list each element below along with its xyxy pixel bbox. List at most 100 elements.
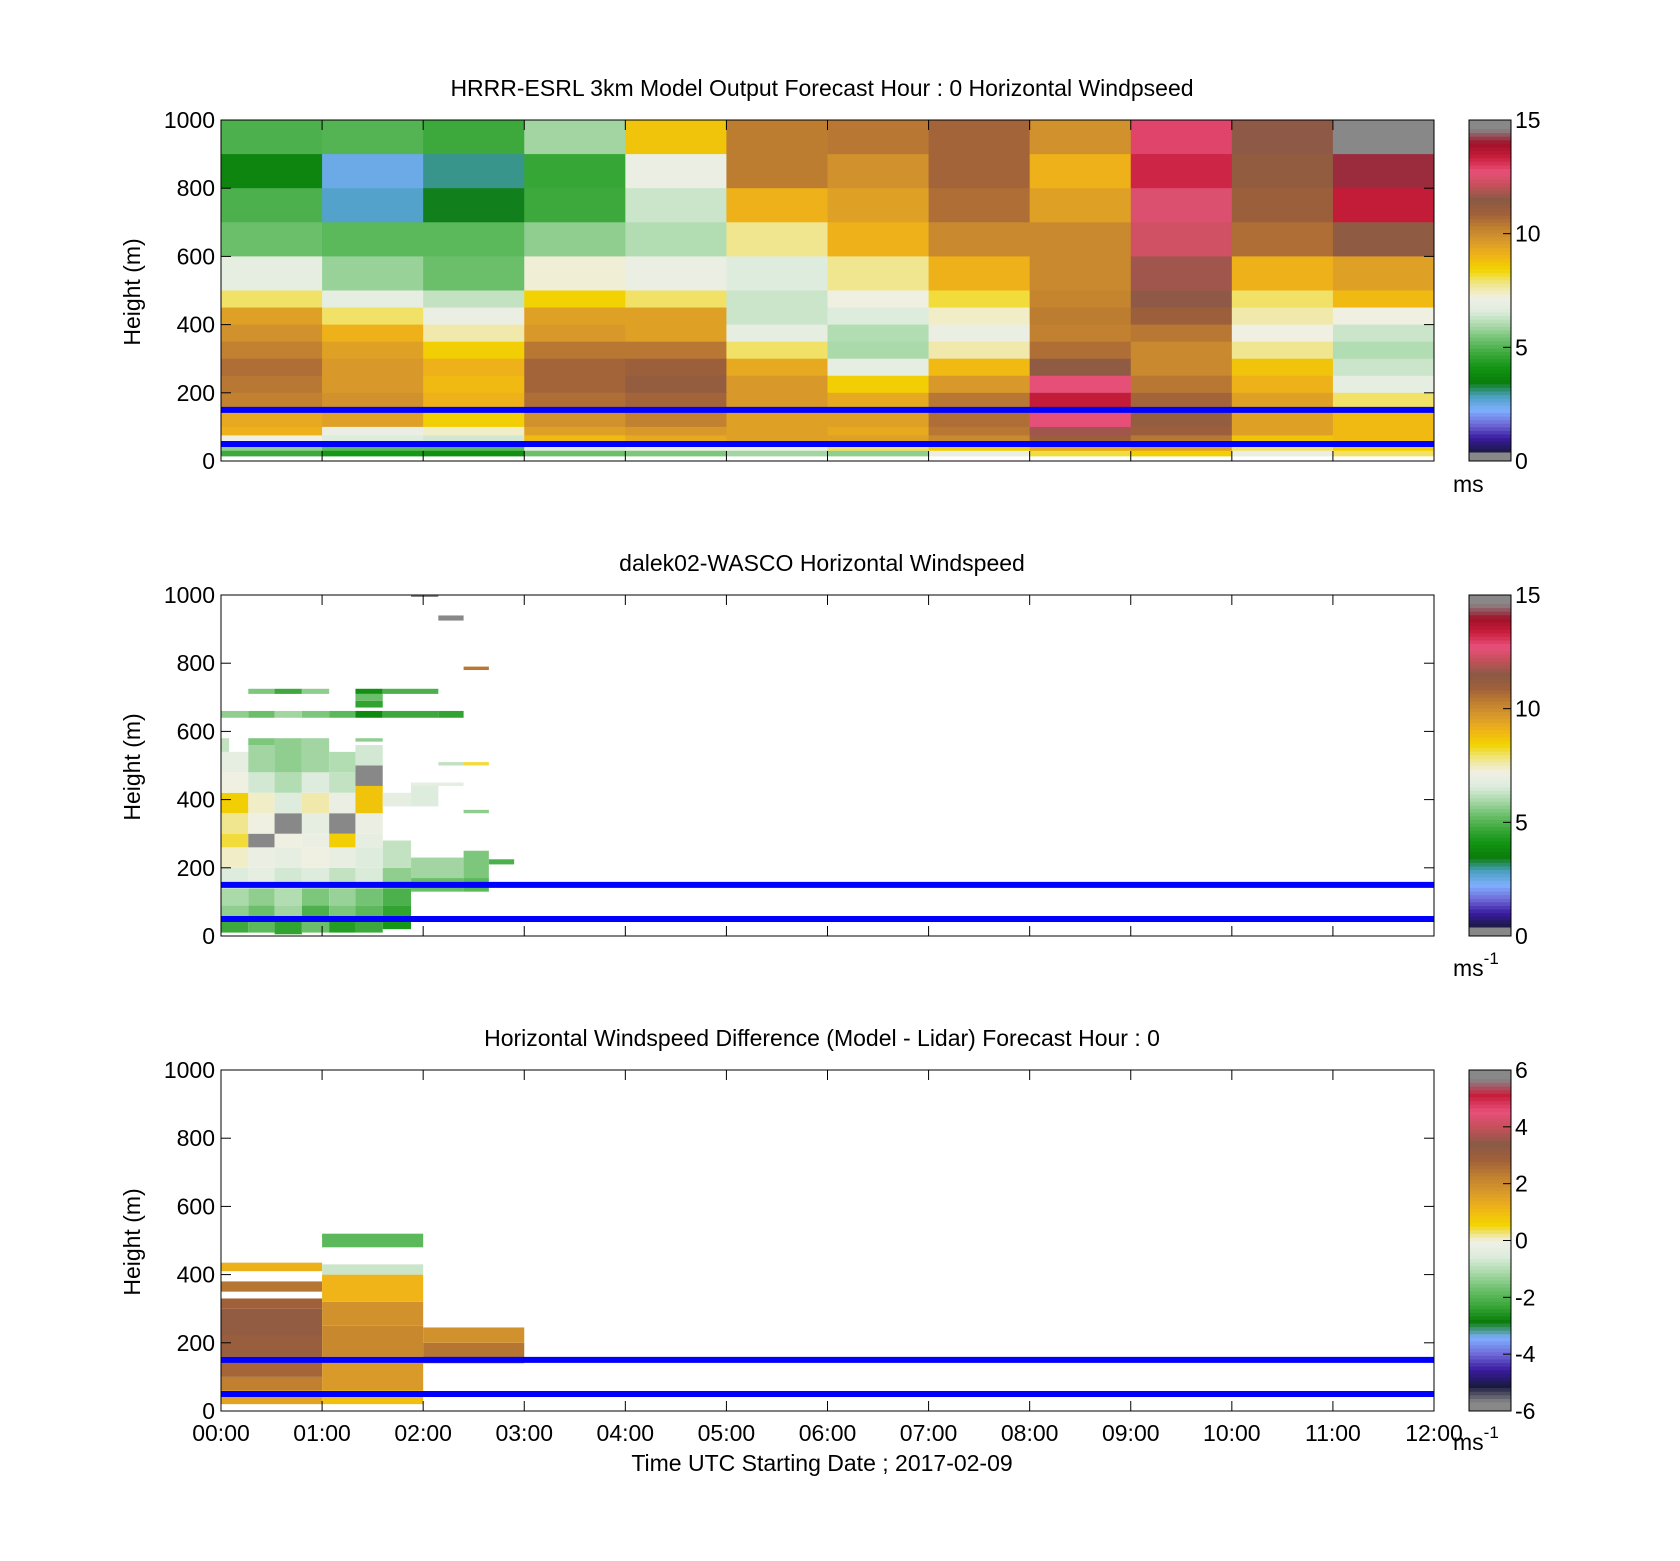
heatmap-cell [322, 120, 424, 155]
heatmap-cell [221, 1298, 323, 1309]
colorbar-swatch [1469, 876, 1511, 881]
colorbar-swatch [1469, 675, 1511, 680]
heatmap-cell [322, 1233, 424, 1248]
heatmap-cell [382, 688, 439, 694]
heatmap-cell [221, 888, 249, 906]
panel-model-windspeed: HRRR-ESRL 3km Model Output Forecast Hour… [119, 75, 1541, 497]
heatmap-cell [726, 120, 828, 155]
heatmap-cell [1231, 290, 1334, 309]
heatmap-cell [1231, 188, 1334, 223]
colorbar-swatch [1469, 355, 1511, 360]
colorbar-swatch [1469, 686, 1511, 691]
heatmap-cell [221, 290, 323, 309]
colorbar-swatch [1469, 632, 1511, 637]
heatmap-cell [355, 813, 383, 834]
colorbar-swatch [1469, 416, 1511, 421]
heatmap-cell [382, 710, 439, 718]
heatmap-cell [928, 426, 1031, 436]
heatmap-cell [221, 256, 323, 291]
colorbar: 0 5 10 15 [1468, 582, 1541, 949]
heatmap-cell [1029, 426, 1132, 436]
colorbar-swatch [1469, 394, 1511, 399]
heatmap-cell [221, 188, 323, 223]
colorbar-swatch [1469, 286, 1511, 291]
colorbar-swatch [1469, 1179, 1511, 1184]
colorbar-swatch [1469, 1287, 1511, 1292]
heatmap-cell [726, 358, 828, 377]
colorbar-swatch [1469, 822, 1511, 828]
colorbar-swatch [1469, 1186, 1511, 1191]
heatmap-cell [274, 813, 302, 834]
colorbar-swatch [1469, 894, 1511, 899]
colorbar-tick-label: 10 [1515, 221, 1541, 247]
y-tick-label: 0 [202, 448, 215, 474]
colorbar-swatch [1469, 1107, 1511, 1112]
heatmap-cell [524, 392, 626, 411]
colorbar-swatch [1469, 312, 1511, 317]
colorbar-swatch [1469, 1233, 1511, 1238]
colorbar-swatch [1469, 405, 1511, 410]
colorbar-swatch [1469, 401, 1511, 406]
colorbar-swatch [1469, 1373, 1511, 1378]
colorbar-swatch [1469, 139, 1511, 144]
heatmap-cell [355, 918, 383, 933]
heatmap-cell [625, 341, 727, 360]
colorbar-swatch [1469, 830, 1511, 835]
heatmap-cell [221, 918, 249, 933]
colorbar-swatch [1469, 1218, 1511, 1224]
colorbar-swatch [1469, 434, 1511, 439]
heatmap-cell [221, 392, 323, 411]
y-tick-label: 400 [177, 787, 215, 813]
colorbar-swatch [1469, 772, 1511, 777]
colorbar-swatch [1469, 840, 1511, 845]
y-tick-label: 800 [177, 650, 215, 676]
heatmap-cell [329, 905, 356, 919]
heatmap-cell [322, 290, 424, 309]
colorbar-swatch [1469, 1154, 1511, 1159]
colorbar-swatch [1469, 365, 1511, 370]
colorbar-swatch [1469, 808, 1511, 813]
heatmap-cell [928, 290, 1031, 309]
heatmap-cell [524, 435, 626, 445]
heatmap-cell [827, 450, 930, 457]
colorbar-swatch [1469, 1236, 1511, 1241]
colorbar-swatch [1469, 848, 1511, 853]
colorbar-swatch [1469, 923, 1511, 928]
heatmap-cell [274, 833, 302, 848]
colorbar-swatch [1469, 1204, 1511, 1209]
plot-area: 0 200 400 600 800 1000 [164, 582, 1435, 949]
colorbar-swatch [1469, 697, 1511, 702]
heatmap-cell [726, 154, 828, 189]
colorbar-swatch [1469, 1215, 1511, 1220]
heatmap-cell [827, 443, 930, 452]
heatmap-cell [355, 785, 383, 814]
heatmap-cell [382, 888, 412, 906]
heatmap-cell [625, 188, 727, 223]
colorbar-swatch [1469, 1183, 1511, 1188]
heatmap-cell [301, 738, 330, 773]
colorbar-swatch [1469, 351, 1511, 356]
colorbar-unit-base: ms [1453, 955, 1484, 981]
heatmap-cell [301, 888, 330, 906]
heatmap-cell [1231, 392, 1334, 411]
colorbar-swatch [1469, 851, 1511, 856]
colorbar-swatch [1469, 1201, 1511, 1206]
colorbar-swatch [1469, 1079, 1511, 1084]
heatmap-cell [726, 324, 828, 343]
y-tick-label: 600 [177, 243, 215, 269]
y-tick-label: 1000 [164, 582, 215, 608]
heatmap-cell [524, 222, 626, 257]
heatmap-cell [463, 850, 489, 879]
colorbar-swatch [1469, 247, 1511, 252]
colorbar-swatch [1469, 132, 1511, 137]
colorbar-swatch [1469, 426, 1511, 431]
colorbar-swatch [1469, 1337, 1511, 1342]
heatmap-cell [524, 154, 626, 189]
heatmap-cell [928, 188, 1031, 223]
heatmap-cell [423, 324, 525, 343]
colorbar-swatch [1469, 1272, 1511, 1277]
colorbar-frame [1468, 594, 1512, 937]
colorbar-swatch [1469, 1265, 1511, 1270]
colorbar-swatch [1469, 873, 1511, 878]
heatmap-cell [827, 392, 930, 411]
